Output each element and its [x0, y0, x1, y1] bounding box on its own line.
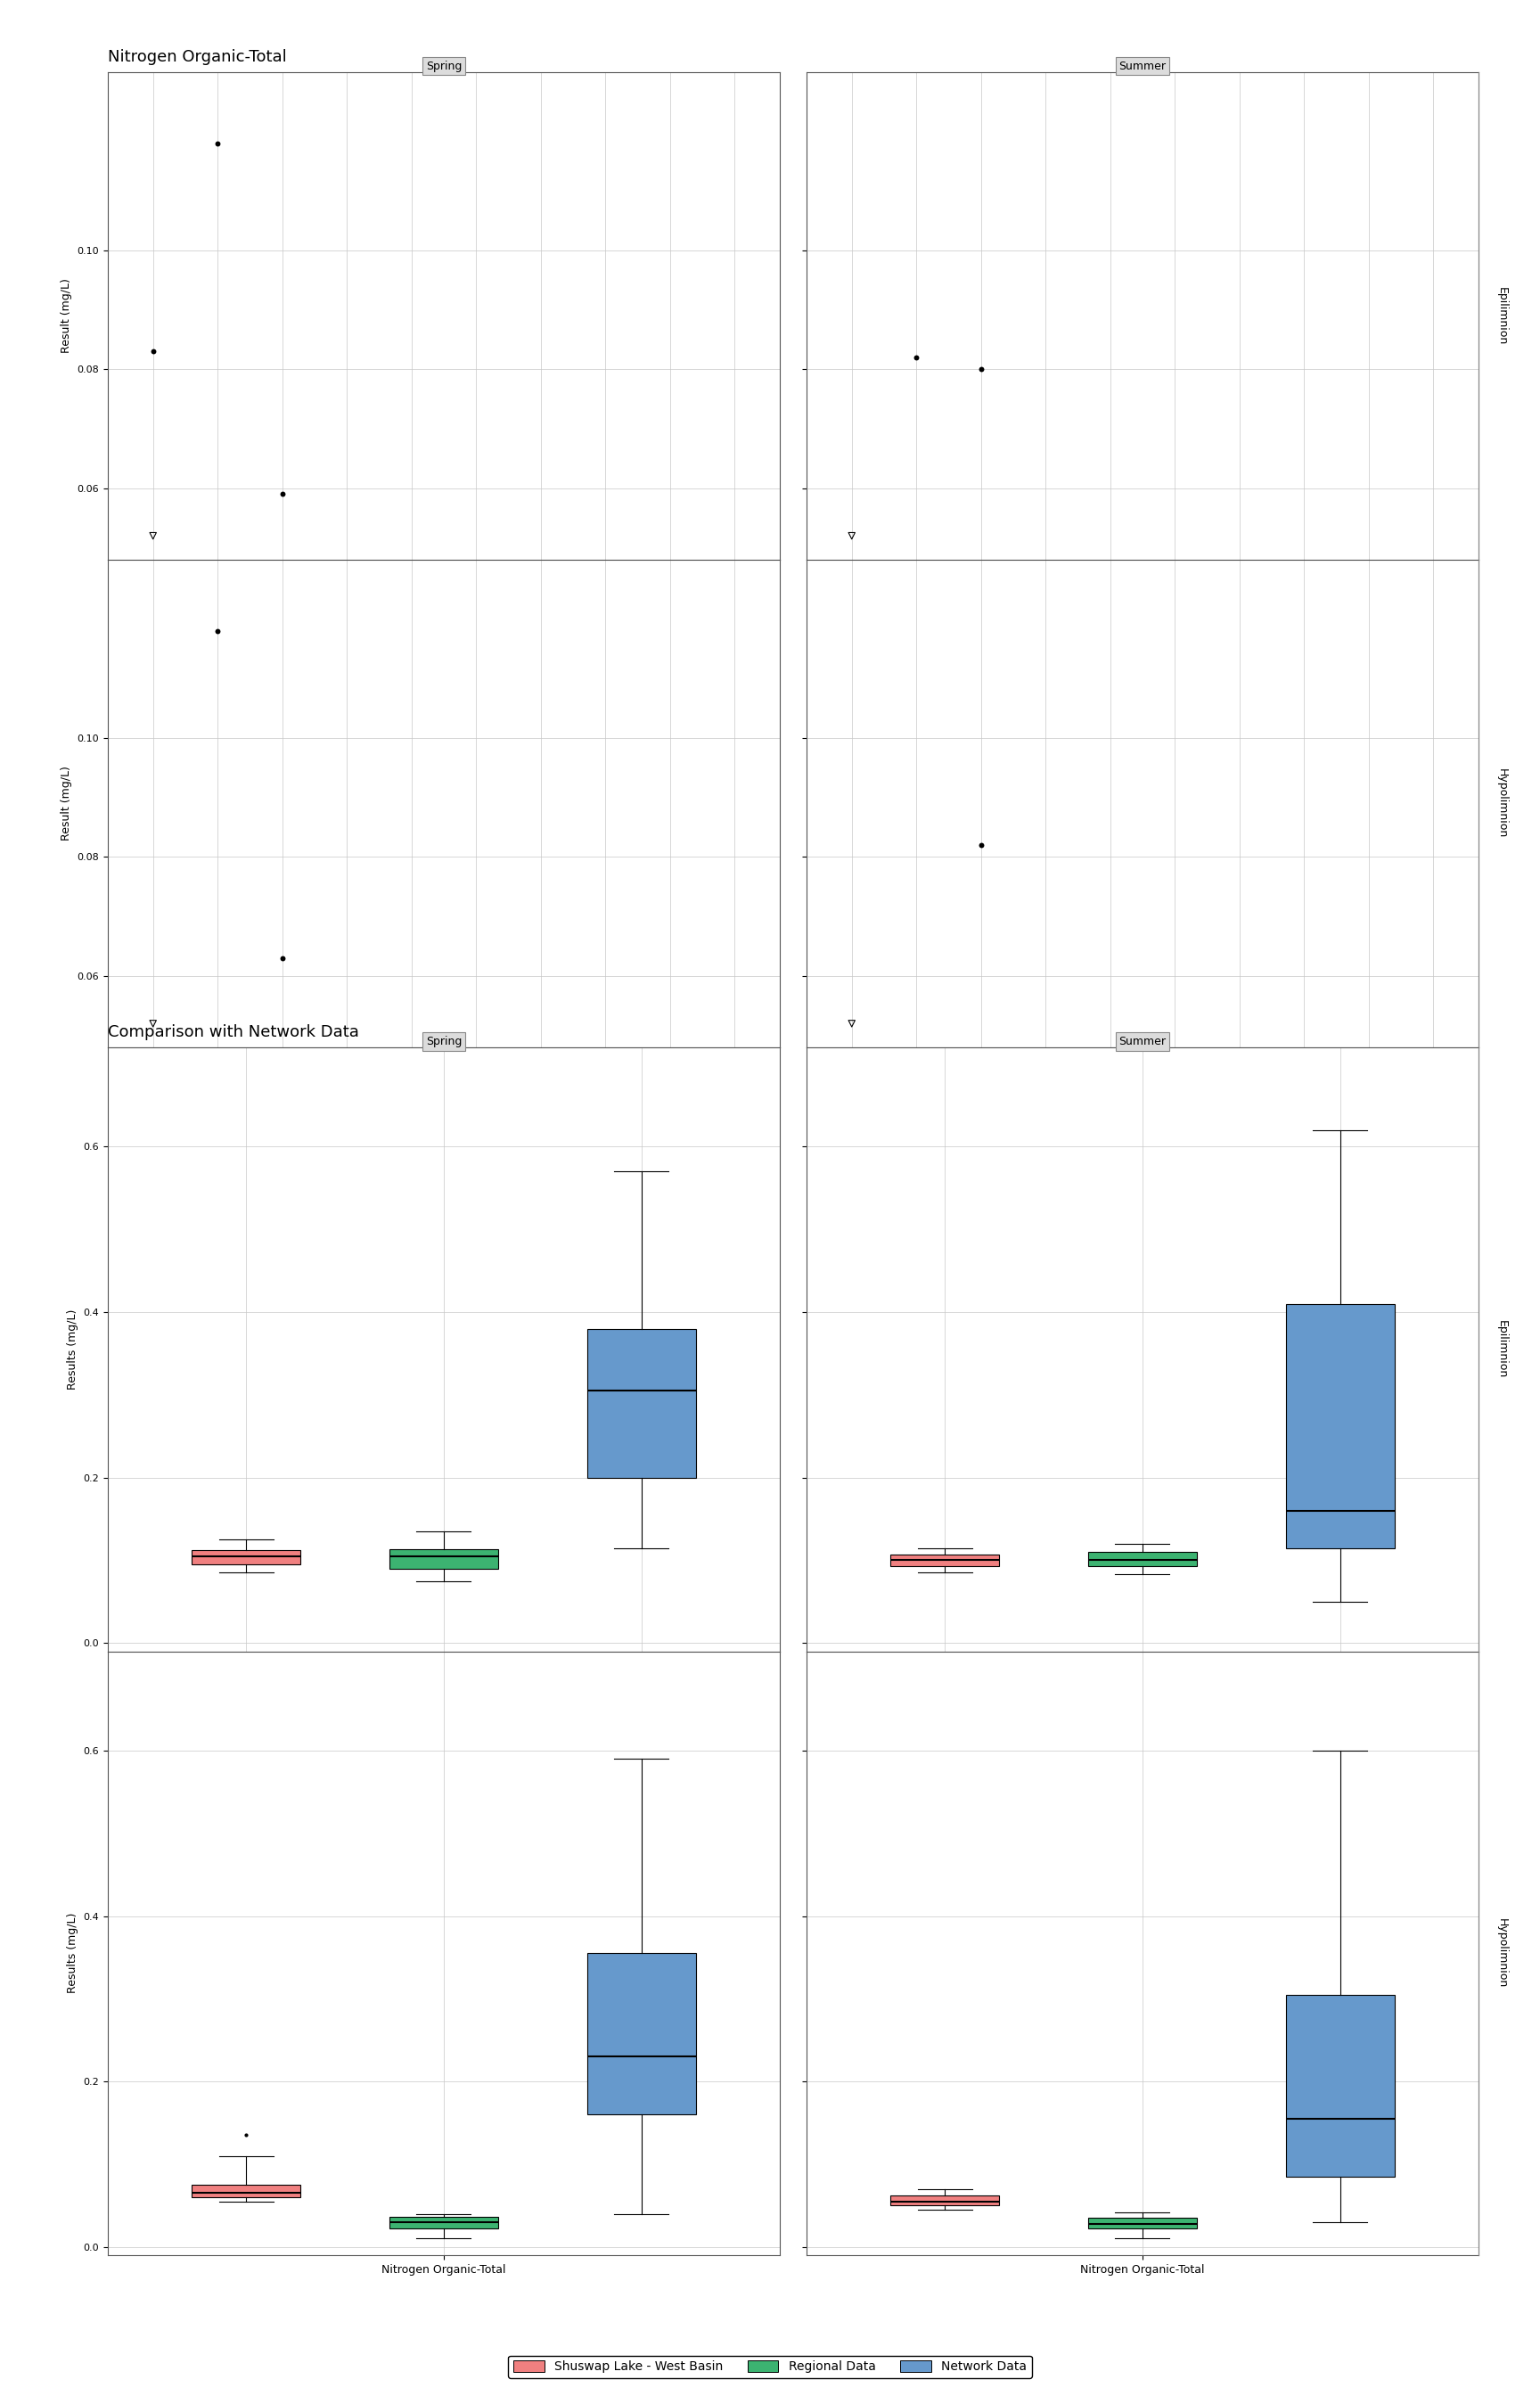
Point	[839, 1004, 864, 1042]
PathPatch shape	[1286, 1303, 1394, 1548]
Point	[205, 611, 229, 649]
Title: Summer: Summer	[1120, 60, 1166, 72]
Point	[904, 338, 929, 376]
Title: Spring: Spring	[425, 60, 462, 72]
Point	[969, 827, 993, 865]
Y-axis label: Hypolimnion: Hypolimnion	[1495, 769, 1508, 839]
Y-axis label: Epilimnion: Epilimnion	[1495, 1320, 1508, 1378]
Point	[205, 125, 229, 163]
Point	[140, 518, 165, 556]
Legend: Shuswap Lake - West Basin, Regional Data, Network Data: Shuswap Lake - West Basin, Regional Data…	[508, 2355, 1032, 2377]
PathPatch shape	[192, 2185, 300, 2197]
Title: Summer: Summer	[1120, 1035, 1166, 1047]
Point	[270, 939, 294, 978]
Y-axis label: Result (mg/L): Result (mg/L)	[60, 278, 72, 352]
Point	[270, 474, 294, 513]
Text: Nitrogen Organic-Total: Nitrogen Organic-Total	[108, 48, 286, 65]
PathPatch shape	[587, 1953, 696, 2116]
Y-axis label: Results (mg/L): Results (mg/L)	[66, 1912, 79, 1993]
PathPatch shape	[587, 1330, 696, 1478]
PathPatch shape	[1089, 1553, 1197, 1567]
PathPatch shape	[390, 1550, 497, 1569]
PathPatch shape	[390, 2216, 497, 2228]
Point	[140, 1004, 165, 1042]
Text: Comparison with Network Data: Comparison with Network Data	[108, 1023, 359, 1040]
PathPatch shape	[890, 2195, 999, 2207]
Y-axis label: Epilimnion: Epilimnion	[1495, 288, 1508, 345]
Point	[839, 518, 864, 556]
Point	[969, 350, 993, 388]
Y-axis label: Results (mg/L): Results (mg/L)	[66, 1308, 79, 1390]
Title: Spring: Spring	[425, 1035, 462, 1047]
Y-axis label: Hypolimnion: Hypolimnion	[1495, 1919, 1508, 1989]
PathPatch shape	[890, 1555, 999, 1567]
Point	[140, 333, 165, 371]
PathPatch shape	[1286, 1993, 1394, 2176]
PathPatch shape	[192, 1550, 300, 1565]
Y-axis label: Result (mg/L): Result (mg/L)	[60, 767, 72, 841]
PathPatch shape	[1089, 2219, 1197, 2228]
